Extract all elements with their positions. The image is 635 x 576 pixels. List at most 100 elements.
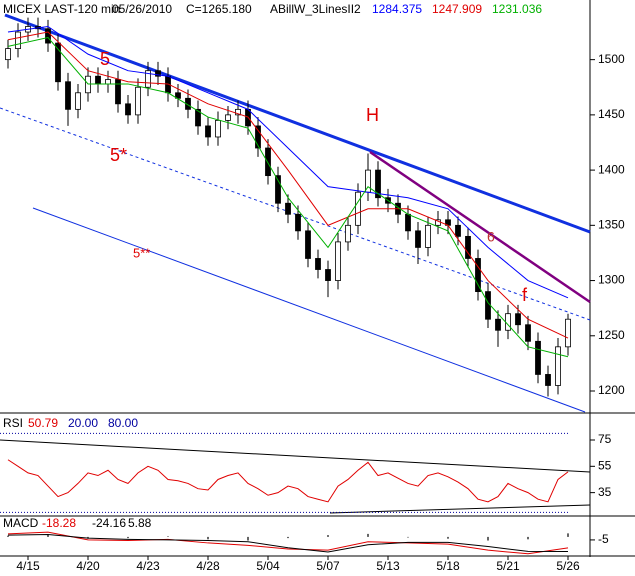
y-tick-label: 1400	[598, 162, 625, 176]
candle-body	[465, 235, 471, 259]
candle-body	[255, 125, 261, 149]
trendline	[4, 13, 591, 234]
candle-body	[225, 114, 231, 121]
candle-body	[265, 147, 271, 177]
candle-body	[485, 291, 491, 320]
x-tick-label: 4/28	[196, 559, 220, 573]
candle-body	[325, 269, 331, 281]
candle-body	[75, 92, 81, 110]
candle-body	[565, 318, 571, 348]
candle-body	[285, 202, 291, 215]
y-tick-label: -5	[598, 532, 609, 546]
histogram-bar	[367, 533, 369, 537]
candle-body	[85, 75, 91, 94]
y-tick-label: 55	[598, 458, 612, 472]
histogram-bar	[207, 536, 209, 540]
histogram-bar	[447, 536, 449, 539]
rsi-level: 20.00	[68, 416, 98, 430]
y-tick-label: 1200	[598, 383, 625, 397]
y-tick-label: 35	[598, 485, 612, 499]
ma-value: 1247.909	[432, 2, 482, 16]
histogram-bar	[567, 533, 569, 537]
candle-body	[515, 313, 521, 326]
x-tick-label: 5/07	[316, 559, 340, 573]
panel-label: MACD	[3, 516, 39, 530]
candle-body	[55, 42, 61, 83]
candle-body	[475, 258, 481, 293]
candle-body	[235, 108, 241, 116]
x-tick-label: 5/21	[496, 559, 520, 573]
candle-body	[415, 230, 421, 248]
candle-body	[195, 108, 201, 127]
rsi-trendline	[329, 504, 591, 514]
candle-body	[535, 340, 541, 375]
candle-body	[95, 75, 101, 85]
series-line	[7, 531, 569, 555]
candle-body	[545, 374, 551, 386]
histogram-bar	[327, 535, 329, 537]
y-tick-label: 1350	[598, 218, 625, 232]
close-label: C=1265.180	[186, 2, 252, 16]
annotation: f	[522, 285, 528, 305]
date: 05/26/2010	[112, 2, 172, 16]
indicator: ABillW_3LinesII2	[270, 2, 361, 16]
panel-label: RSI	[3, 416, 23, 430]
candle-body	[355, 191, 361, 226]
annotation: H	[366, 105, 379, 125]
histogram-bar	[247, 536, 249, 541]
histogram-bar	[127, 536, 129, 539]
x-tick-label: 4/20	[76, 559, 100, 573]
x-tick-label: 5/26	[556, 559, 580, 573]
candle-body	[45, 28, 51, 44]
candle-body	[315, 258, 321, 270]
histogram-bar	[527, 536, 529, 540]
annotation: 6	[487, 229, 495, 245]
series-line	[7, 31, 569, 339]
ma-value: 1284.375	[372, 2, 422, 16]
candle-body	[455, 224, 461, 237]
candle-body	[335, 241, 341, 281]
candle-body	[275, 175, 281, 204]
x-tick-label: 5/13	[376, 559, 400, 573]
rsi-value: 50.79	[28, 416, 58, 430]
candle-body	[345, 224, 351, 243]
macd-value: -24.16	[92, 516, 126, 530]
candle-body	[145, 70, 151, 88]
candle-body	[115, 79, 121, 105]
rsi-trendline	[0, 439, 591, 473]
rsi-level: 80.00	[108, 416, 138, 430]
series-line	[7, 37, 569, 358]
title: MICEX LAST-120 min	[3, 2, 120, 16]
x-tick-label: 4/15	[16, 559, 40, 573]
x-tick-label: 4/23	[136, 559, 160, 573]
candle-body	[495, 318, 501, 331]
series-line	[7, 533, 569, 553]
candle-body	[555, 346, 561, 386]
candle-body	[205, 125, 211, 138]
candle-body	[105, 79, 111, 85]
candle-body	[375, 169, 381, 199]
x-tick-label: 5/04	[256, 559, 280, 573]
candle-body	[525, 324, 531, 342]
y-tick-label: 1250	[598, 328, 625, 342]
annotation: 5	[100, 49, 110, 69]
trendline	[32, 207, 586, 413]
histogram-bar	[47, 534, 49, 537]
y-tick-label: 1450	[598, 107, 625, 121]
candle-body	[15, 31, 21, 50]
y-tick-label: 75	[598, 432, 612, 446]
candle-body	[295, 213, 301, 232]
macd-value: 5.88	[128, 516, 152, 530]
candle-body	[425, 224, 431, 248]
rsi-line	[7, 459, 569, 503]
histogram-bar	[167, 536, 169, 537]
candle-body	[135, 86, 141, 116]
candle-body	[155, 70, 161, 77]
candle-body	[305, 230, 311, 259]
candle-body	[405, 213, 411, 232]
histogram-bar	[7, 535, 9, 537]
histogram-bar	[487, 536, 489, 541]
y-tick-label: 1300	[598, 273, 625, 287]
